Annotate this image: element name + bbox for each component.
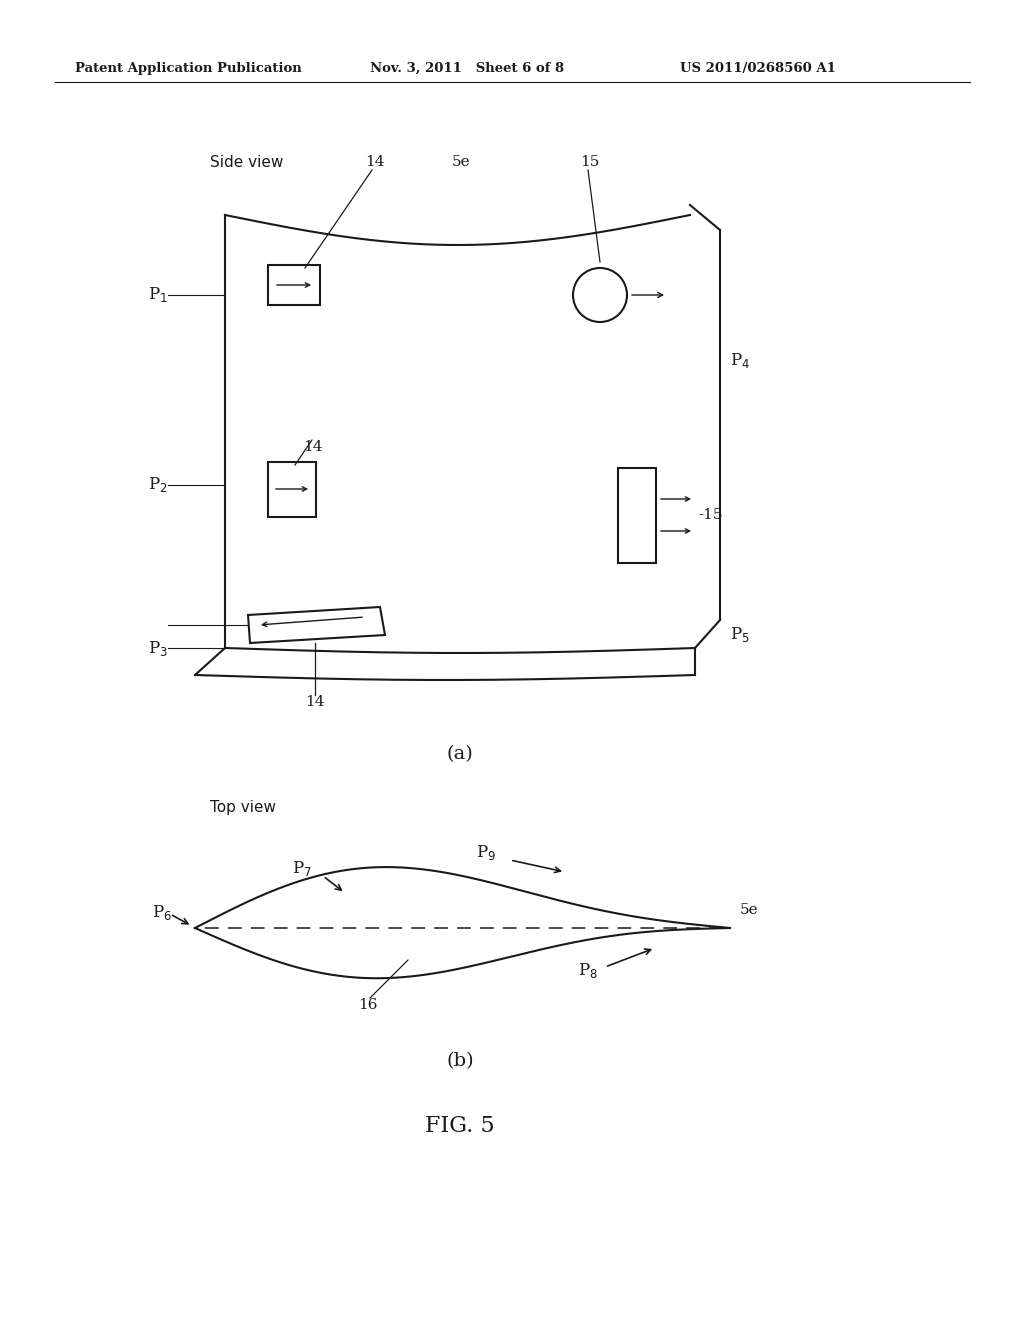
Text: 16: 16	[358, 998, 378, 1012]
Text: Nov. 3, 2011   Sheet 6 of 8: Nov. 3, 2011 Sheet 6 of 8	[370, 62, 564, 75]
Text: 14: 14	[305, 696, 325, 709]
Bar	[268, 265, 319, 305]
Text: P$_5$: P$_5$	[730, 626, 750, 644]
Text: 14: 14	[365, 154, 384, 169]
Text: P$_9$: P$_9$	[476, 842, 496, 862]
Text: (b): (b)	[446, 1052, 474, 1071]
Text: FIG. 5: FIG. 5	[425, 1115, 495, 1137]
Text: -15: -15	[698, 508, 723, 521]
Text: P$_2$: P$_2$	[148, 475, 168, 495]
Text: P$_8$: P$_8$	[578, 961, 598, 979]
Text: P$_4$: P$_4$	[730, 351, 750, 370]
Text: P$_1$: P$_1$	[148, 285, 168, 305]
Text: (a): (a)	[446, 744, 473, 763]
Text: P$_7$: P$_7$	[292, 858, 312, 878]
Text: Patent Application Publication: Patent Application Publication	[75, 62, 302, 75]
Text: US 2011/0268560 A1: US 2011/0268560 A1	[680, 62, 836, 75]
Text: Top view: Top view	[210, 800, 276, 814]
Text: 5e: 5e	[740, 903, 759, 917]
Text: P$_6$: P$_6$	[152, 903, 172, 921]
Text: Side view: Side view	[210, 154, 284, 170]
Text: 14: 14	[303, 440, 323, 454]
Text: P$_3$: P$_3$	[148, 639, 168, 657]
Bar	[268, 462, 316, 517]
Bar	[618, 469, 656, 564]
Text: 15: 15	[580, 154, 599, 169]
Text: 5e: 5e	[452, 154, 471, 169]
